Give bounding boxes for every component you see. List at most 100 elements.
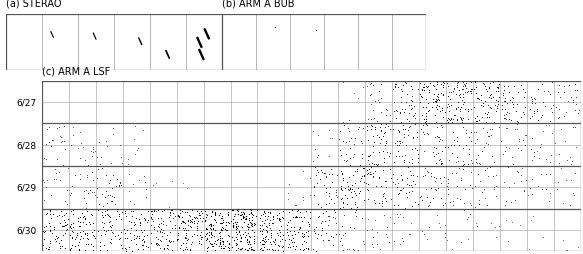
Point (168, 216, 178, 220)
Point (399, 160, 408, 164)
Point (103, 214, 113, 218)
Point (138, 237, 147, 242)
Point (132, 216, 141, 220)
Point (455, 115, 464, 119)
Point (423, 109, 433, 114)
Point (104, 214, 114, 218)
Point (399, 132, 408, 136)
Point (246, 247, 255, 251)
Point (370, 127, 380, 131)
Point (408, 136, 417, 140)
Point (467, 186, 476, 190)
Point (360, 174, 369, 178)
Point (559, 201, 568, 205)
Point (229, 225, 238, 229)
Point (382, 108, 391, 112)
Point (463, 215, 473, 219)
Point (217, 214, 226, 218)
Point (206, 215, 215, 219)
Point (323, 214, 332, 218)
Point (497, 139, 506, 143)
Point (502, 218, 511, 222)
Point (135, 179, 144, 183)
Point (438, 80, 447, 84)
Point (476, 93, 486, 98)
Point (377, 184, 386, 188)
Point (146, 231, 155, 235)
Point (208, 210, 217, 214)
Point (108, 230, 117, 234)
Point (456, 240, 466, 244)
Point (317, 227, 326, 231)
Point (455, 109, 465, 114)
Point (394, 193, 403, 197)
Point (289, 245, 298, 249)
Point (332, 221, 341, 225)
Point (54, 241, 64, 245)
Point (462, 132, 471, 136)
Point (478, 127, 487, 131)
Point (442, 185, 452, 189)
Point (500, 108, 510, 112)
Point (374, 201, 384, 205)
Point (292, 215, 301, 219)
Point (326, 234, 335, 239)
Point (105, 193, 114, 197)
Point (243, 239, 252, 243)
Point (218, 218, 227, 222)
Point (493, 100, 503, 104)
Point (129, 137, 138, 141)
Point (242, 247, 251, 251)
Point (398, 124, 408, 128)
Point (259, 248, 268, 252)
Point (47, 139, 56, 143)
Point (210, 239, 220, 243)
Point (436, 83, 445, 87)
Point (479, 188, 489, 192)
Point (244, 225, 254, 229)
Point (136, 228, 146, 232)
Point (121, 247, 130, 251)
Point (217, 236, 227, 240)
Point (188, 220, 197, 224)
Point (159, 231, 168, 235)
Point (510, 128, 519, 132)
Point (569, 193, 578, 197)
Point (55, 213, 64, 217)
Point (301, 230, 311, 234)
Point (233, 212, 243, 216)
Point (362, 187, 371, 191)
Point (377, 128, 386, 132)
Point (153, 209, 163, 213)
Point (543, 90, 553, 94)
Point (461, 91, 470, 95)
Point (542, 172, 551, 176)
Point (304, 224, 314, 228)
Point (164, 215, 174, 219)
Point (433, 103, 442, 107)
Point (424, 203, 434, 208)
Point (186, 219, 195, 223)
Point (217, 216, 226, 220)
Point (513, 120, 522, 124)
Point (366, 103, 375, 107)
Point (452, 155, 462, 160)
Point (406, 221, 415, 225)
Point (459, 208, 469, 212)
Point (244, 239, 254, 243)
Point (454, 93, 463, 98)
Point (551, 142, 560, 146)
Point (487, 155, 496, 159)
Point (408, 137, 417, 141)
Point (101, 139, 111, 143)
Point (363, 197, 373, 201)
Point (449, 144, 458, 148)
Point (521, 134, 531, 138)
Point (381, 179, 390, 183)
Point (224, 220, 233, 225)
Point (462, 86, 471, 90)
Point (541, 187, 550, 191)
Point (60, 214, 69, 218)
Point (481, 85, 490, 89)
Point (127, 209, 136, 213)
